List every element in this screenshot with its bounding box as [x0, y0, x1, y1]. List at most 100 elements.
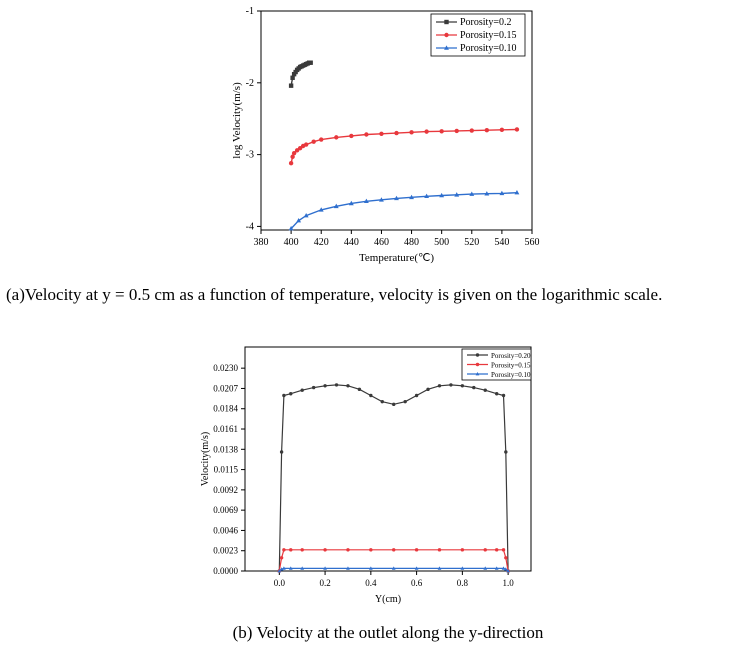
chart-a-data-point — [319, 137, 324, 142]
chart-a-series-2 — [288, 190, 520, 231]
chart-b-data-point — [449, 383, 453, 387]
chart-a-data-point — [499, 190, 505, 196]
chart-b-x-tick-label: 0.8 — [457, 578, 469, 588]
chart-a-data-point — [288, 83, 294, 88]
chart-b-data-point — [483, 548, 487, 552]
chart-b-data-point — [282, 393, 286, 398]
chart-b-data-point — [300, 548, 304, 552]
chart-b-data-point — [279, 450, 284, 454]
chart-b-y-tick-label: 0.0161 — [213, 424, 238, 434]
chart-b-data-point — [414, 566, 419, 570]
chart-b-y-axis-label: Velocity(m/s) — [200, 432, 211, 486]
chart-a-data-point — [394, 130, 399, 136]
chart-a-series-0 — [288, 60, 313, 88]
chart-b-data-point — [504, 450, 508, 454]
chart-a-data-point — [424, 193, 430, 199]
chart-a-data-point — [363, 198, 369, 204]
chart-a-y-tick-label: -4 — [246, 221, 254, 232]
chart-a-data-point — [308, 60, 313, 65]
chart-b-data-point — [494, 566, 499, 570]
chart-a-data-point — [290, 75, 295, 80]
chart-a-data-point — [409, 130, 414, 135]
chart-a-data-point — [288, 161, 294, 166]
chart-a-legend-entry: Porosity=0.10 — [460, 43, 516, 54]
chart-b-legend-marker — [475, 362, 480, 367]
chart-b-data-point — [277, 568, 282, 573]
chart-a-data-point — [439, 129, 444, 134]
chart-b-y-tick-label: 0.0230 — [213, 363, 238, 373]
chart-b-x-tick-label: 0.0 — [274, 578, 286, 588]
chart-a-legend: Porosity=0.2 Porosity=0.15 Porosity=0.10 — [430, 13, 526, 57]
chart-b-data-point — [380, 399, 384, 404]
chart-a-legend-entry: Porosity=0.2 — [460, 17, 511, 28]
chart-a-legend-marker — [444, 45, 449, 50]
chart-a-series-line — [290, 128, 517, 164]
chart-b-data-point — [369, 393, 373, 398]
chart-a-data-point — [454, 128, 459, 134]
chart-a-data-point — [439, 192, 445, 198]
chart-b-data-point — [368, 566, 373, 570]
chart-a-data-point — [349, 133, 354, 139]
chart-a-data-point — [364, 132, 369, 137]
chart-b-plot-frame — [244, 346, 532, 572]
chart-b-data-point — [323, 566, 327, 570]
chart-a-x-tick-label: 400 — [284, 237, 299, 248]
chart-a-data-point — [514, 190, 520, 195]
chart-a-data-point — [469, 128, 474, 133]
chart-b-data-point — [501, 393, 506, 398]
chart-b-data-point — [288, 566, 293, 570]
chart-b-y-tick-label: 0.0138 — [213, 444, 238, 454]
chart-b-data-point — [300, 566, 305, 570]
chart-b-y-tick-label: 0.0000 — [213, 566, 238, 576]
chart-b-data-point — [494, 392, 499, 396]
chart-a-data-point — [303, 212, 309, 218]
chart-b-data-point — [279, 567, 284, 571]
chart-b-data-point — [357, 387, 362, 392]
chart-b-data-point — [300, 388, 304, 392]
chart-b-x-tick-label: 0.6 — [411, 578, 423, 588]
chart-b-data-point — [472, 385, 476, 390]
chart-a-data-point — [290, 154, 295, 159]
caption-b: (b) Velocity at the outlet along the y-d… — [232, 623, 544, 642]
chart-a-y-tick-label: -3 — [246, 150, 254, 161]
chart-a-data-point — [394, 195, 399, 201]
chart-a-data-point — [296, 218, 302, 223]
chart-a-data-point — [333, 203, 339, 209]
chart-b-data-point — [403, 399, 407, 404]
chart-b-data-point — [369, 548, 373, 552]
chart-b-data-point — [391, 566, 396, 570]
chart-b-data-point — [334, 383, 339, 387]
chart-b-outlet-velocity: 0.0 0.2 0.4 0.6 0.8 1.0 0.0000 0.0023 0.0046 0.00… — [200, 346, 532, 605]
chart-a-y-tick-label: -1 — [246, 6, 254, 17]
chart-b-y-tick-label: 0.0046 — [213, 525, 238, 535]
chart-a-x-tick-label: 460 — [374, 237, 389, 248]
chart-b-data-point — [437, 384, 442, 388]
chart-b-legend-marker — [475, 371, 480, 376]
chart-b-x-axis-label: Y(cm) — [375, 594, 401, 605]
chart-a-data-point — [303, 142, 309, 147]
chart-b-data-point — [426, 387, 430, 392]
chart-a-x-tick-label: 380 — [254, 237, 269, 248]
caption-a: (a)Velocity at y = 0.5 cm as a function … — [6, 285, 663, 304]
chart-b-data-point — [483, 388, 487, 392]
chart-a-data-point — [469, 191, 475, 196]
chart-b-y-tick-label: 0.0092 — [213, 485, 238, 495]
chart-a-series-1 — [288, 127, 520, 166]
chart-a-legend-entry: Porosity=0.15 — [460, 30, 516, 41]
chart-b-data-point — [282, 566, 286, 570]
chart-b-data-point — [437, 548, 442, 552]
chart-b-data-point — [460, 566, 465, 570]
chart-a-x-tick-label: 500 — [434, 237, 449, 248]
chart-b-legend-entry: Porosity=0.20 — [491, 352, 531, 360]
chart-a-data-point — [424, 129, 429, 134]
chart-a-y-axis-label: log Velocity(m/s) — [231, 82, 243, 159]
chart-b-y-tick-label: 0.0069 — [213, 505, 238, 515]
chart-b-data-point — [346, 566, 350, 570]
chart-b-series-2 — [277, 566, 510, 573]
chart-b-data-point — [437, 566, 442, 570]
chart-a-data-point — [484, 127, 490, 133]
chart-b-data-point — [289, 548, 293, 552]
chart-a-x-axis-label: Temperature(℃) — [359, 252, 434, 264]
chart-b-data-point — [483, 566, 488, 570]
chart-b-y-tick-label: 0.0023 — [213, 546, 238, 556]
